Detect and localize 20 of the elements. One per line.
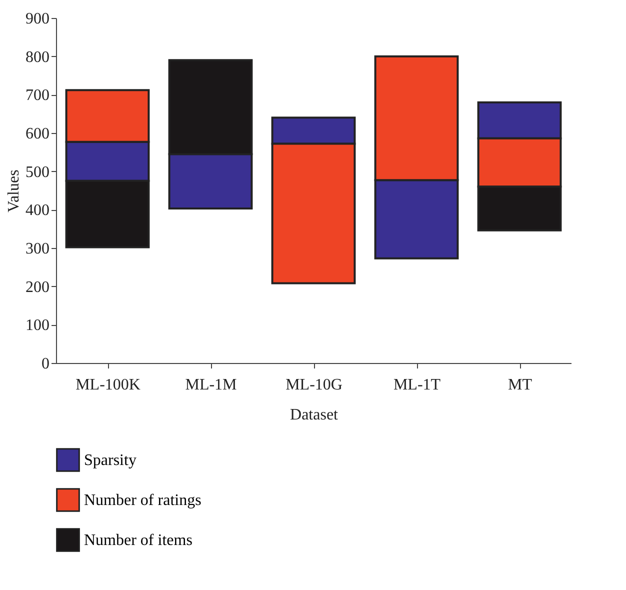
- legend-label: Number of ratings: [84, 492, 202, 509]
- y-tick-label: 0: [42, 356, 50, 372]
- y-tick-label: 700: [26, 87, 50, 104]
- legend-label: Sparsity: [84, 452, 136, 469]
- legend-label: Number of items: [84, 532, 192, 549]
- x-tick-label: MT: [508, 376, 532, 394]
- y-tick-label: 800: [26, 48, 50, 66]
- y-axis-title: Values: [6, 170, 22, 212]
- y-tick-label: 400: [26, 202, 50, 220]
- x-tick-label: ML-1M: [185, 376, 237, 394]
- y-tick-label: 200: [26, 278, 50, 296]
- y-tick-label: 100: [26, 317, 50, 334]
- x-tick-label: ML-100K: [76, 376, 141, 394]
- y-tick-label: 500: [26, 164, 50, 181]
- y-tick-label: 900: [26, 10, 50, 28]
- y-tick-label: 300: [26, 240, 50, 258]
- x-tick-label: ML-10G: [286, 376, 343, 394]
- x-tick-label: ML-1T: [393, 376, 441, 394]
- x-axis-title: Dataset: [290, 406, 339, 424]
- y-tick-label: 600: [26, 126, 50, 142]
